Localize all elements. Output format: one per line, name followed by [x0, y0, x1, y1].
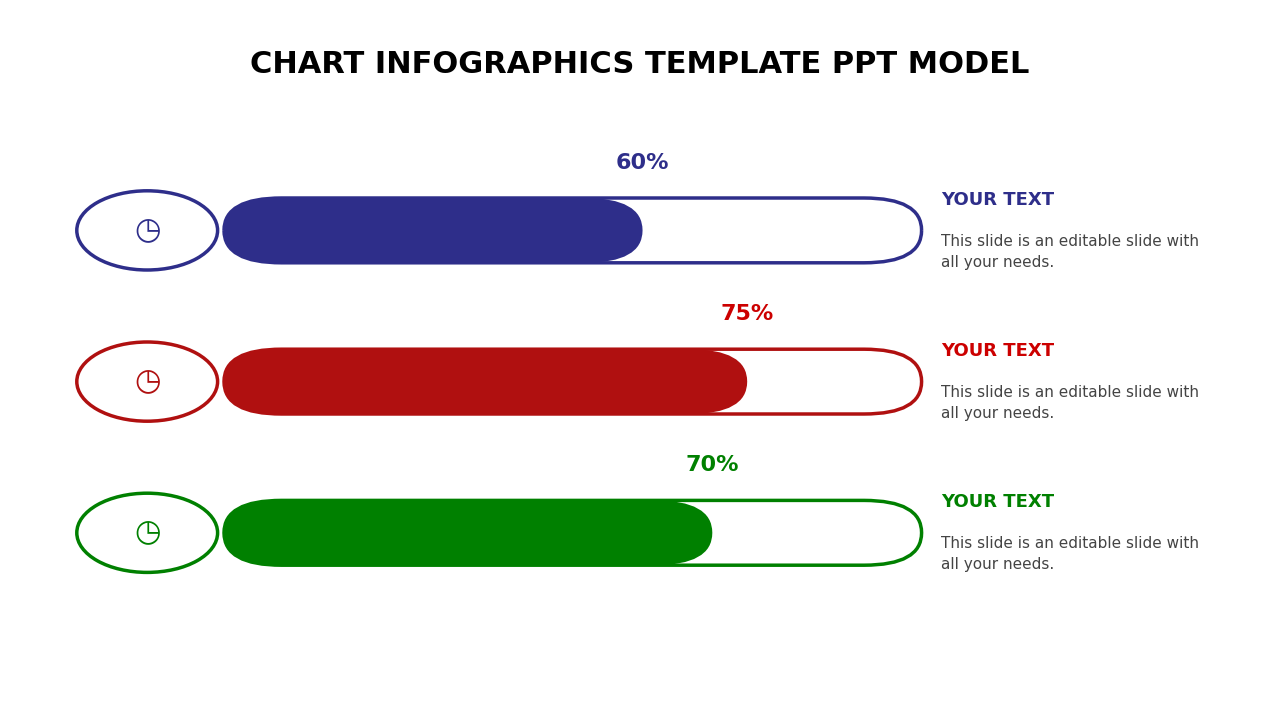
- Text: YOUR TEXT: YOUR TEXT: [941, 342, 1053, 360]
- Text: 60%: 60%: [616, 153, 669, 173]
- Text: CHART INFOGRAPHICS TEMPLATE PPT MODEL: CHART INFOGRAPHICS TEMPLATE PPT MODEL: [251, 50, 1029, 79]
- Text: ◷: ◷: [134, 518, 160, 547]
- Text: This slide is an editable slide with
all your needs.: This slide is an editable slide with all…: [941, 536, 1199, 572]
- FancyBboxPatch shape: [224, 349, 748, 414]
- FancyBboxPatch shape: [224, 500, 922, 565]
- Text: 75%: 75%: [721, 304, 774, 324]
- FancyBboxPatch shape: [224, 349, 922, 414]
- Text: This slide is an editable slide with
all your needs.: This slide is an editable slide with all…: [941, 234, 1199, 270]
- FancyBboxPatch shape: [224, 198, 643, 263]
- Text: YOUR TEXT: YOUR TEXT: [941, 493, 1053, 511]
- Text: This slide is an editable slide with
all your needs.: This slide is an editable slide with all…: [941, 385, 1199, 421]
- Text: ◷: ◷: [134, 367, 160, 396]
- FancyBboxPatch shape: [224, 198, 922, 263]
- FancyBboxPatch shape: [224, 500, 712, 565]
- Text: 70%: 70%: [686, 455, 739, 475]
- Text: ◷: ◷: [134, 216, 160, 245]
- Text: YOUR TEXT: YOUR TEXT: [941, 191, 1053, 209]
